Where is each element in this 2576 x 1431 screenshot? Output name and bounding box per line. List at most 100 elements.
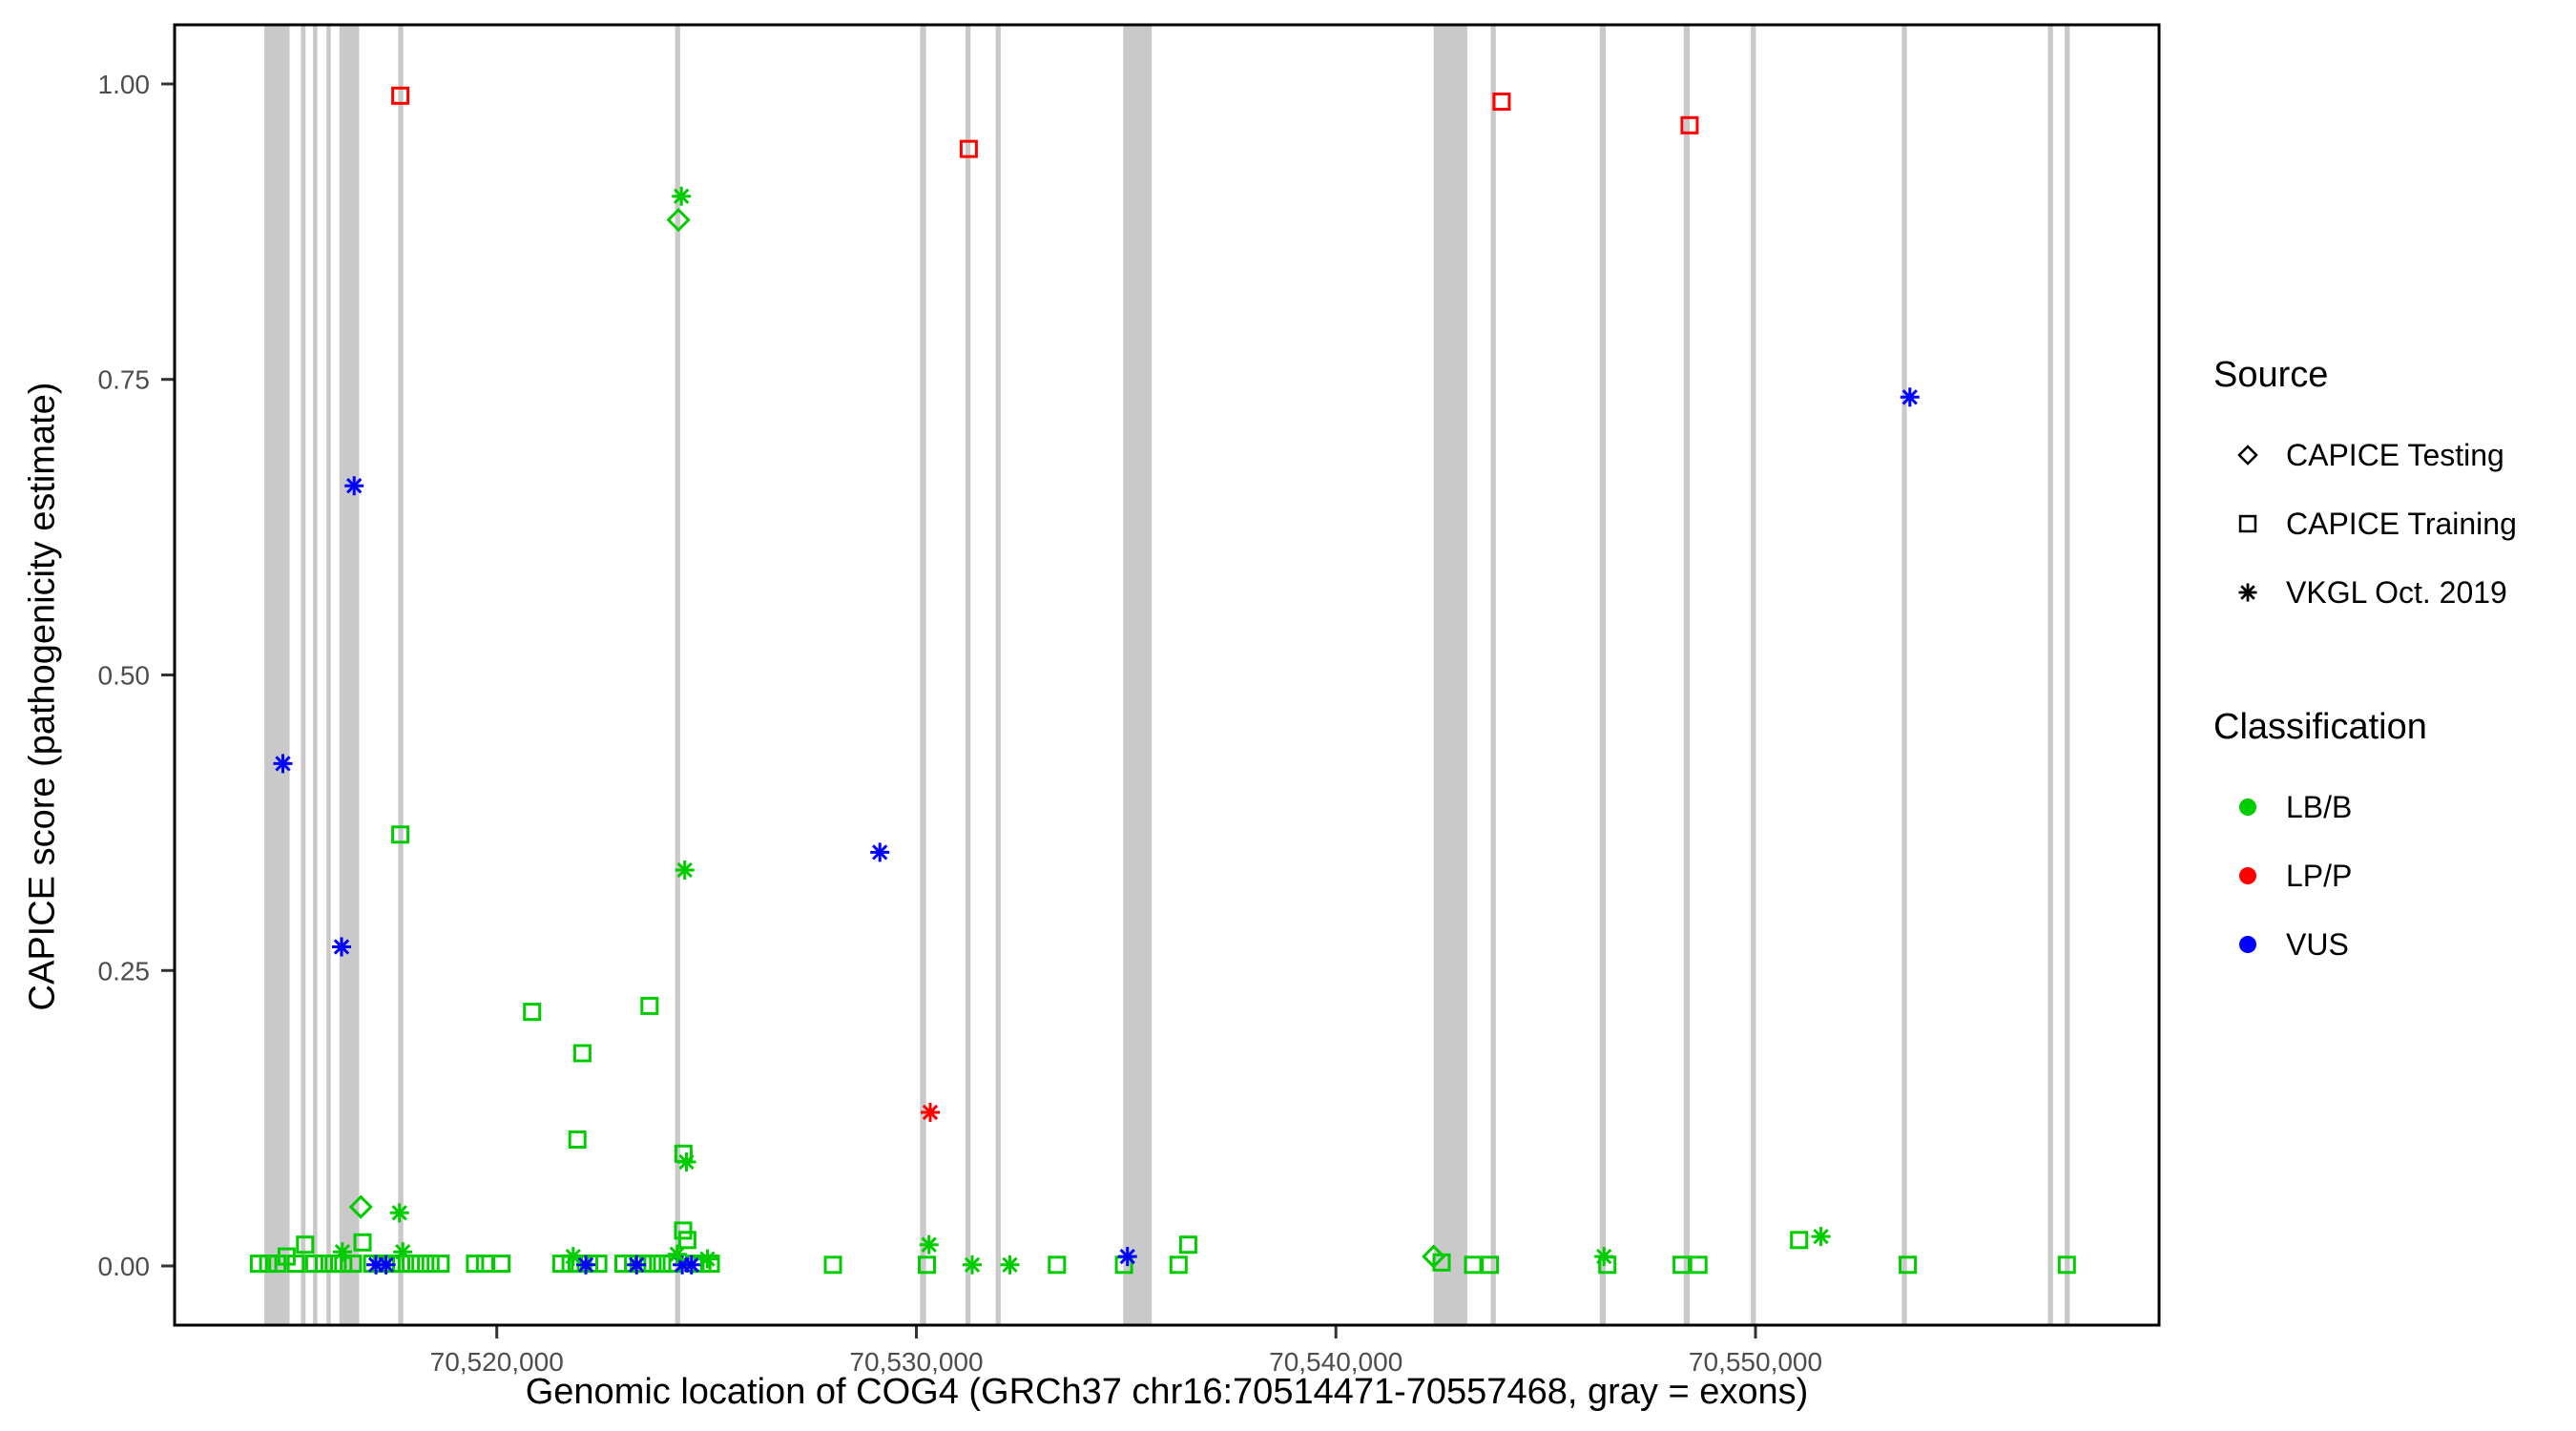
exon-bar [1683, 25, 1690, 1325]
data-point-asterisk [576, 1255, 595, 1275]
data-point-square [1178, 1235, 1197, 1255]
data-point-square [823, 1255, 842, 1275]
data-point-square [1169, 1255, 1188, 1275]
legend-source-item: CAPICE Testing [2213, 421, 2568, 489]
data-point-square [677, 1231, 696, 1250]
data-point-square [674, 1221, 693, 1240]
data-point-square [304, 1255, 323, 1274]
data-point-square [1464, 1255, 1483, 1275]
data-point-asterisk [563, 1247, 583, 1267]
legend-classification-items: LB/B LP/P VUS [2213, 773, 2568, 979]
exon-bar [326, 25, 331, 1325]
data-point-asterisk [675, 861, 695, 880]
data-point-asterisk [332, 1242, 352, 1262]
legend-source-item: VKGL Oct. 2019 [2213, 558, 2568, 627]
data-point-asterisk [344, 476, 364, 496]
data-point-square [1598, 1255, 1617, 1275]
y-tick-label: 0.50 [98, 661, 151, 691]
data-point-square [315, 1255, 333, 1274]
circle-legend-key-icon [2239, 867, 2256, 884]
exon-bar [264, 25, 290, 1325]
data-point-square [568, 1130, 587, 1149]
data-point-diamond [666, 207, 691, 233]
exon-bar [995, 25, 1001, 1325]
y-tick-label: 0.25 [98, 956, 151, 985]
panel-border [173, 23, 2161, 1327]
data-point-square [343, 1255, 363, 1274]
exon-bar [301, 25, 306, 1325]
data-point-asterisk [273, 754, 293, 774]
data-point-square [421, 1255, 440, 1274]
data-point-square [411, 1255, 430, 1274]
data-point-asterisk [921, 1103, 940, 1122]
data-point-asterisk [627, 1255, 647, 1275]
data-point-square [1672, 1255, 1692, 1275]
legend-source-item: CAPICE Training [2213, 489, 2568, 558]
y-axis-title: CAPICE score (pathogenicity estimate) [22, 382, 63, 1011]
legend-classification-item: VUS [2213, 910, 2568, 979]
data-point-asterisk [332, 937, 351, 957]
y-tick-label: 0.75 [98, 365, 151, 395]
data-point-square [959, 139, 978, 158]
exon-bar [675, 25, 680, 1325]
legend-classification-item: LB/B [2213, 773, 2568, 841]
legend-classification-item: LP/P [2213, 841, 2568, 910]
data-point-square [296, 1235, 315, 1255]
data-point-asterisk [672, 186, 692, 206]
circle-legend-key-icon [2239, 798, 2256, 816]
data-point-square [475, 1255, 494, 1274]
exon-bar [2065, 25, 2070, 1325]
legend-source-item-label: CAPICE Testing [2286, 437, 2504, 472]
data-point-square [2057, 1255, 2076, 1275]
data-point-square [431, 1255, 450, 1274]
exon-bar [1123, 25, 1153, 1325]
legend-source-items: CAPICE Testing CAPICE Training VKGL Oct. 2… [2213, 421, 2568, 627]
data-point-asterisk [1900, 387, 1920, 407]
data-point-square [640, 996, 659, 1015]
x-tick-label: 70,520,000 [430, 1347, 564, 1377]
legend-classification-item-label: LP/P [2286, 858, 2353, 893]
x-tick-label: 70,550,000 [1689, 1347, 1822, 1377]
data-point-square [1899, 1255, 1918, 1275]
data-point-square [643, 1255, 662, 1274]
legend-source-item-label: VKGL Oct. 2019 [2286, 574, 2507, 610]
data-point-diamond [348, 1194, 373, 1219]
exon-bar [313, 25, 318, 1325]
data-point-square [572, 1044, 592, 1063]
data-point-asterisk [919, 1234, 939, 1255]
legend-source-title: Source [2213, 355, 2329, 395]
legend: Source CAPICE Testing CAPICE Training VKGL… [2213, 355, 2568, 979]
data-point-asterisk [870, 842, 890, 862]
data-point-square [653, 1255, 672, 1274]
data-point-square [1432, 1253, 1451, 1272]
data-point-square [402, 1255, 421, 1274]
data-point-square [353, 1233, 372, 1252]
y-tick-label: 1.00 [98, 70, 151, 99]
data-point-square [1481, 1255, 1500, 1275]
data-point-asterisk [393, 1242, 413, 1262]
x-tick-label: 70,530,000 [849, 1347, 983, 1377]
exon-bar [1433, 25, 1467, 1325]
data-point-square [259, 1255, 278, 1274]
legend-source-item-label: CAPICE Training [2286, 506, 2517, 541]
data-point-square [286, 1255, 305, 1274]
data-point-square [551, 1255, 571, 1274]
data-point-square [1492, 93, 1511, 111]
exon-bar [2047, 25, 2053, 1325]
exon-bar [1490, 25, 1496, 1325]
data-point-square [324, 1255, 343, 1274]
data-point-asterisk [681, 1255, 701, 1275]
data-point-square [391, 86, 410, 105]
x-axis-title: Genomic location of COG4 (GRCh37 chr16:7… [525, 1372, 1809, 1412]
data-point-square [1790, 1231, 1809, 1250]
data-point-square [466, 1255, 485, 1274]
data-point-asterisk [1811, 1227, 1831, 1247]
circle-legend-key-icon [2239, 936, 2256, 953]
data-point-asterisk [676, 1152, 696, 1172]
exon-bar [339, 25, 360, 1325]
data-point-asterisk [963, 1255, 982, 1275]
data-point-square [1689, 1255, 1708, 1275]
legend-classification-title: Classification [2213, 707, 2427, 747]
